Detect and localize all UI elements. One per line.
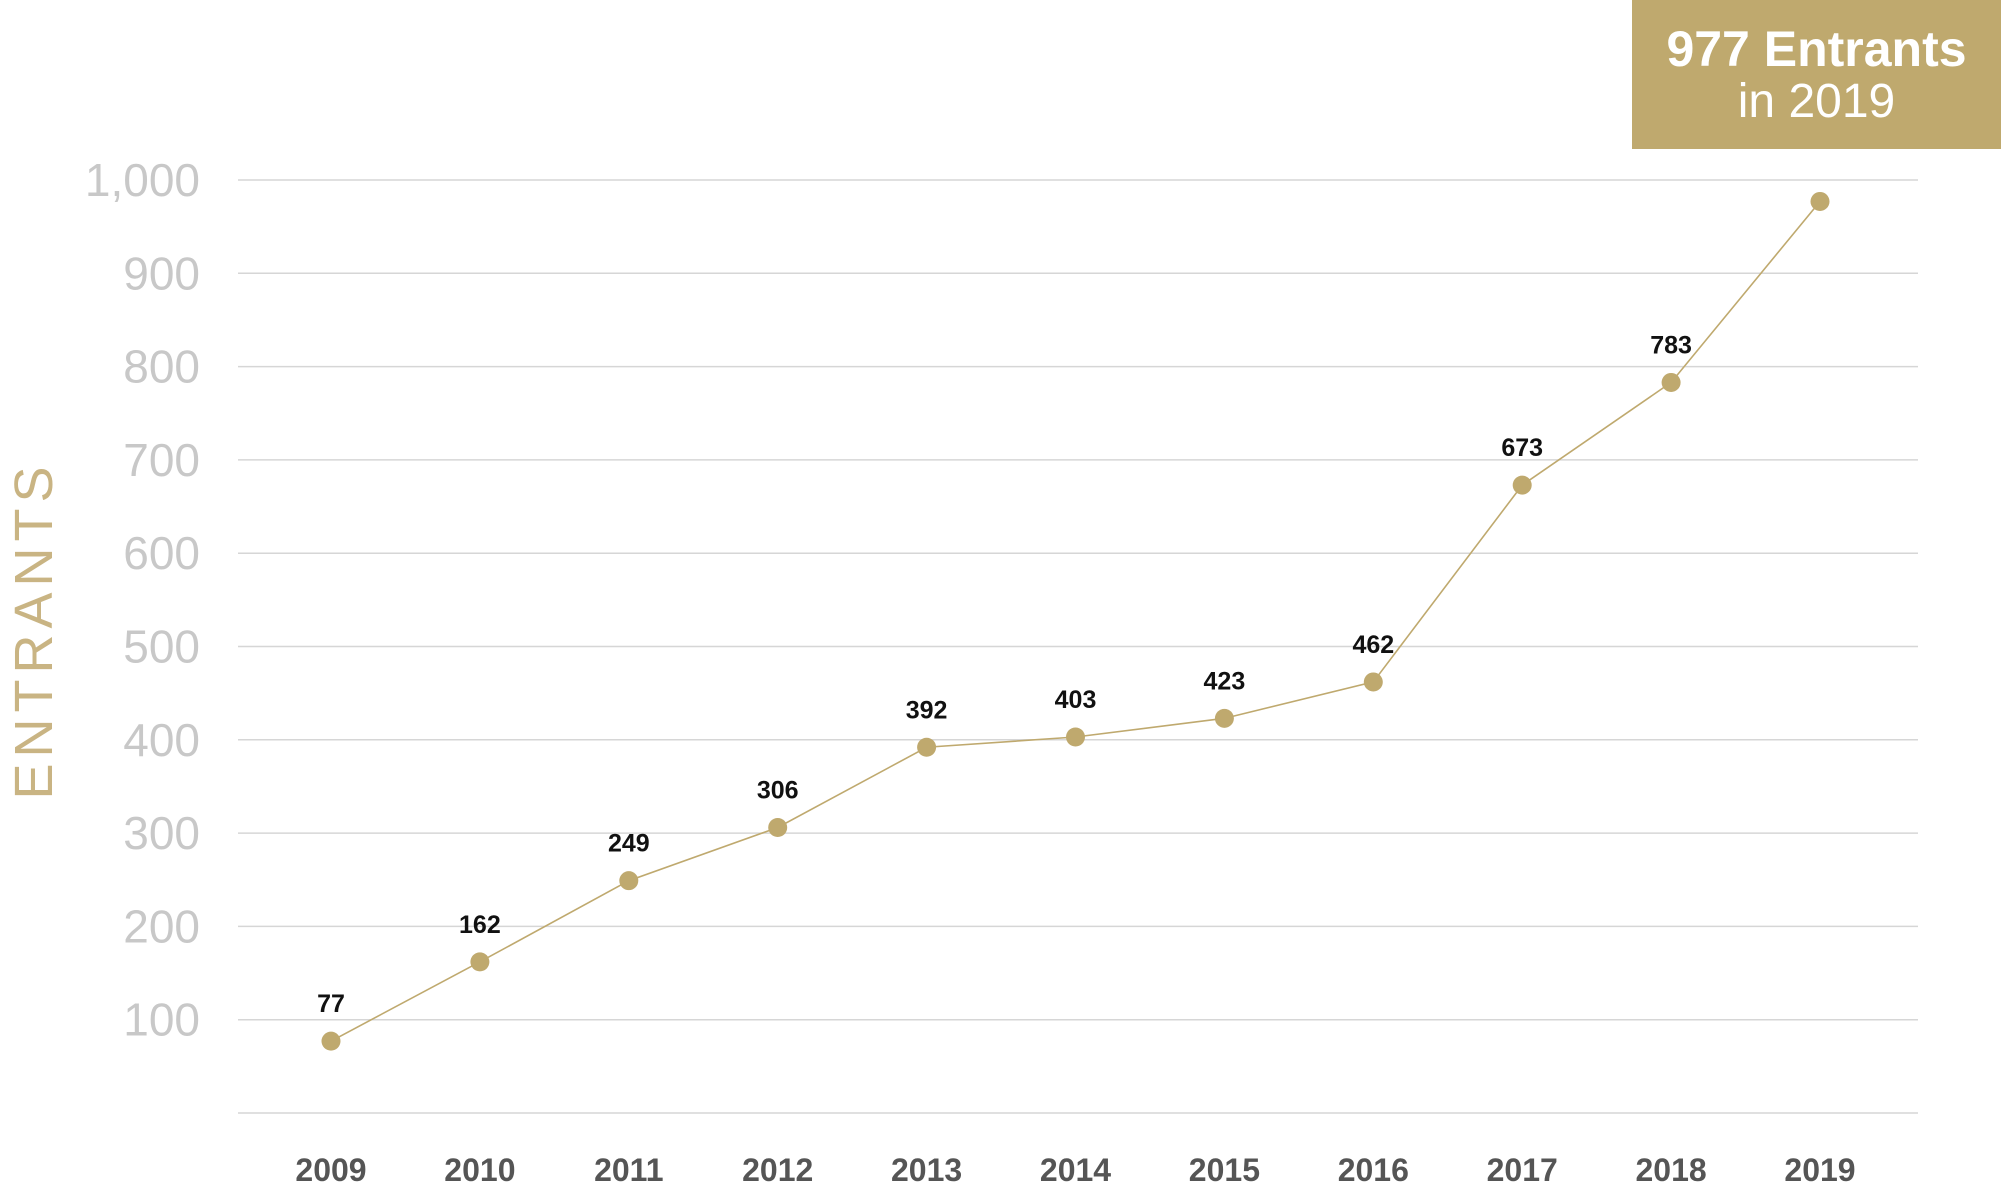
data-point <box>470 952 490 972</box>
data-label: 462 <box>1352 631 1394 659</box>
y-tick-label: 200 <box>123 900 200 952</box>
x-category-label: 2012 <box>742 1152 813 1188</box>
x-category-label: 2016 <box>1338 1152 1409 1188</box>
data-label: 162 <box>459 911 501 939</box>
series-line <box>330 200 1821 1042</box>
y-tick-label: 800 <box>123 341 200 393</box>
y-tick-label: 300 <box>123 807 200 859</box>
data-point <box>1512 475 1532 495</box>
series-line-path <box>330 200 1821 1042</box>
data-label: 77 <box>317 990 345 1018</box>
data-points <box>321 191 1830 1051</box>
x-category-label: 2018 <box>1636 1152 1707 1188</box>
data-labels: 77 162 249 306 392 403 423 462 673 783 <box>317 331 1692 1018</box>
total-entrants-callout: 977 Entrants in 2019 <box>1632 0 2001 149</box>
data-label: 392 <box>906 696 948 724</box>
x-category-label: 2014 <box>1040 1152 1111 1188</box>
data-label: 423 <box>1204 667 1246 695</box>
x-category-label: 2017 <box>1487 1152 1558 1188</box>
y-tick-label: 100 <box>123 994 200 1046</box>
x-category-label: 2010 <box>444 1152 515 1188</box>
data-label: 783 <box>1650 331 1692 359</box>
data-label: 306 <box>757 777 799 805</box>
data-label: 673 <box>1501 434 1543 462</box>
callout-headline: 977 Entrants <box>1666 21 1967 77</box>
data-point <box>1661 372 1681 392</box>
data-point <box>1214 708 1234 728</box>
x-category-label: 2011 <box>594 1152 663 1188</box>
gridlines <box>238 179 1918 1114</box>
callout-subline: in 2019 <box>1737 75 1896 128</box>
data-point <box>619 871 639 891</box>
data-label: 403 <box>1055 686 1097 714</box>
x-axis-category-labels: 2009 2010 2011 2012 2013 2014 2015 2016 2017 2018… <box>295 1152 1855 1188</box>
y-tick-label: 1,000 <box>85 154 200 206</box>
y-tick-label: 600 <box>123 527 200 579</box>
data-point <box>768 818 788 838</box>
y-axis-tick-labels: 100 200 300 400 500 600 700 800 900 1,000 <box>85 154 200 1046</box>
data-label: 249 <box>608 830 650 858</box>
y-axis-label: ENTRANTS <box>4 460 64 799</box>
y-tick-label: 900 <box>123 247 200 299</box>
x-category-label: 2009 <box>295 1152 366 1188</box>
data-point <box>1810 191 1830 211</box>
data-point <box>321 1031 341 1051</box>
x-category-label: 2019 <box>1784 1152 1855 1188</box>
data-point <box>1066 727 1085 747</box>
data-point <box>917 737 937 757</box>
data-point <box>1363 672 1383 692</box>
y-tick-label: 400 <box>123 714 200 766</box>
y-tick-label: 700 <box>123 434 200 486</box>
x-category-label: 2015 <box>1189 1152 1260 1188</box>
x-category-label: 2013 <box>891 1152 962 1188</box>
y-tick-label: 500 <box>123 621 200 673</box>
